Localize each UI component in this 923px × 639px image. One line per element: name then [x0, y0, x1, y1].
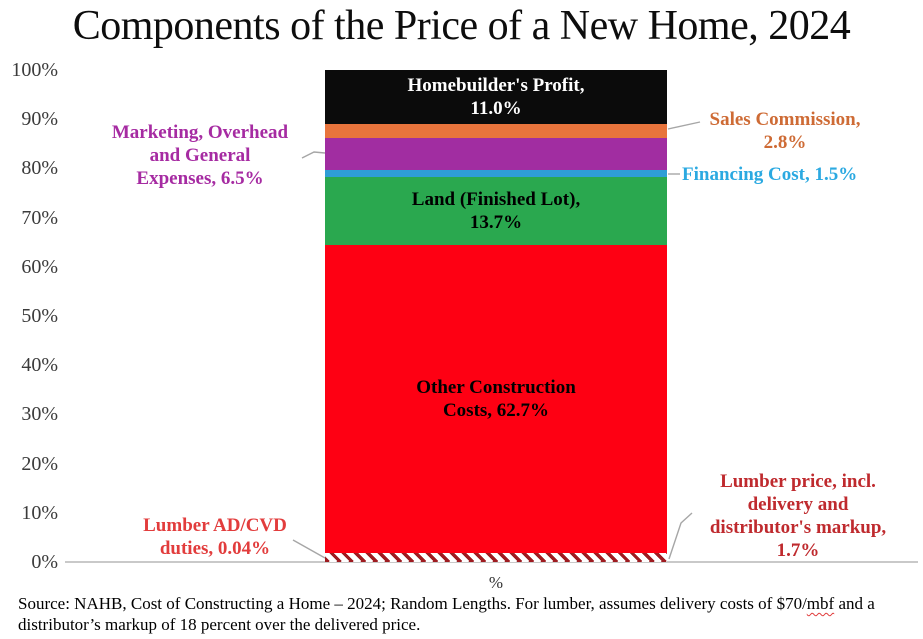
y-axis-tick-label: 80%: [21, 157, 58, 180]
callout-marketing-overhead: Marketing, Overhead and General Expenses…: [111, 122, 289, 189]
y-axis-tick-label: 70%: [21, 206, 58, 229]
y-axis-tick-label: 30%: [21, 403, 58, 426]
segment-label: Other Construction Costs, 62.7%: [416, 376, 576, 421]
segment-label: Land (Finished Lot), 13.7%: [411, 188, 581, 233]
x-axis-label: %: [488, 573, 504, 592]
source-text-misspelled-word: mbf: [806, 594, 835, 613]
callout-lumber-adcvd-duties: Lumber AD/CVD duties, 0.04%: [143, 515, 287, 559]
y-axis-tick-label: 50%: [21, 305, 58, 327]
y-axis-tick-label: 10%: [21, 501, 58, 524]
source-note: Source: NAHB, Cost of Constructing a Hom…: [18, 593, 910, 635]
stacked-bar: Homebuilder's Profit, 11.0% Land (Finishe…: [325, 70, 667, 562]
y-axis-tick-label: 20%: [21, 452, 58, 475]
y-axis-tick-label: 60%: [21, 255, 58, 278]
bar-segment-financing-cost: [325, 169, 667, 178]
source-text-before: Source: NAHB, Cost of Constructing a Hom…: [18, 594, 807, 613]
y-axis-tick-label: 0%: [31, 551, 58, 573]
callout-sales-commission: Sales Commission, 2.8%: [709, 109, 861, 153]
chart-title: Components of the Price of a New Home, 2…: [72, 3, 851, 49]
leader-line-lumber-price: [668, 512, 693, 560]
y-axis-tick-label: 100%: [11, 59, 58, 81]
bar-segment-homebuilder-s-profit: Homebuilder's Profit, 11.0%: [325, 70, 667, 125]
bar-segment-lumber-price-incl-delivery-and-distributor-s-markup: [325, 553, 667, 562]
bar-segment-land-finished-lot: Land (Finished Lot), 13.7%: [325, 177, 667, 245]
segment-label: Homebuilder's Profit, 11.0%: [407, 75, 585, 120]
bar-segment-sales-commission: [325, 124, 667, 138]
y-axis-tick-label: 40%: [21, 354, 58, 377]
x-axis-line: [65, 561, 918, 563]
source-text-after: and a distributor’s markup of 18 percent…: [18, 594, 875, 634]
y-axis-tick-label: 90%: [21, 108, 58, 131]
bar-segment-other-construction-costs: Other Construction Costs, 62.7%: [325, 244, 667, 554]
bar-segment-marketing-overhead-and-general-expenses: [325, 137, 667, 170]
callout-financing-cost: Financing Cost, 1.5%: [682, 164, 858, 185]
callout-lumber-price: Lumber price, incl. delivery and distrib…: [709, 471, 887, 561]
